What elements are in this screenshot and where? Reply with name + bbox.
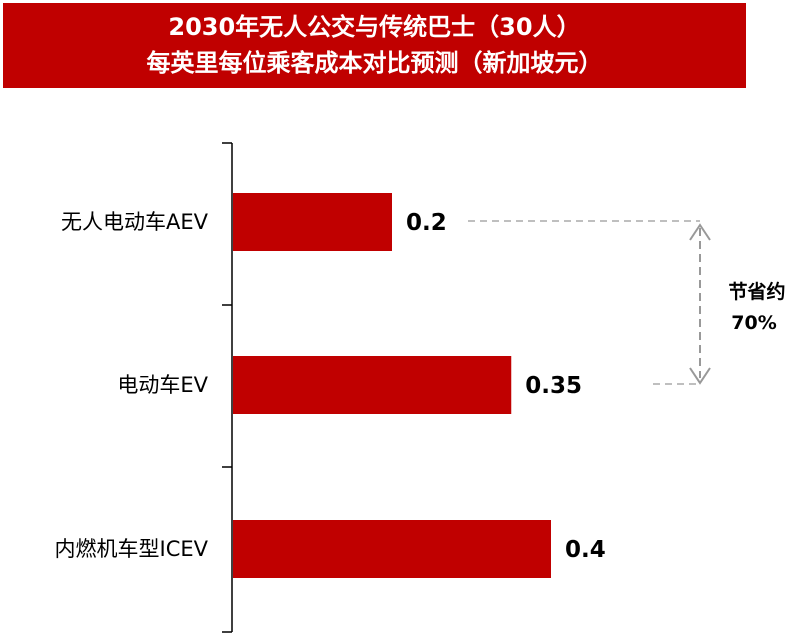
bar-1 (233, 356, 512, 414)
savings-arrow-head-down (689, 367, 711, 385)
chart-title-line2: 每英里每位乘客成本对比预测（新加坡元） (146, 49, 603, 77)
savings-label-line2: 70% (731, 312, 776, 334)
value-label-1: 0.35 (525, 373, 582, 399)
category-label-2: 内燃机车型ICEV (55, 537, 209, 561)
bar-2 (233, 520, 551, 578)
savings-arrow-head-up (689, 223, 711, 241)
value-label-2: 0.4 (565, 537, 606, 563)
savings-label-line1: 节省约 (728, 280, 785, 303)
category-label-1: 电动车EV (117, 373, 208, 397)
value-label-0: 0.2 (406, 210, 447, 236)
chart-title-line1: 2030年无人公交与传统巴士（30人） (168, 13, 581, 41)
bar-0 (233, 193, 392, 251)
chart-title-banner: 2030年无人公交与传统巴士（30人） 每英里每位乘客成本对比预测（新加坡元） (3, 3, 746, 88)
category-label-0: 无人电动车AEV (61, 210, 209, 234)
